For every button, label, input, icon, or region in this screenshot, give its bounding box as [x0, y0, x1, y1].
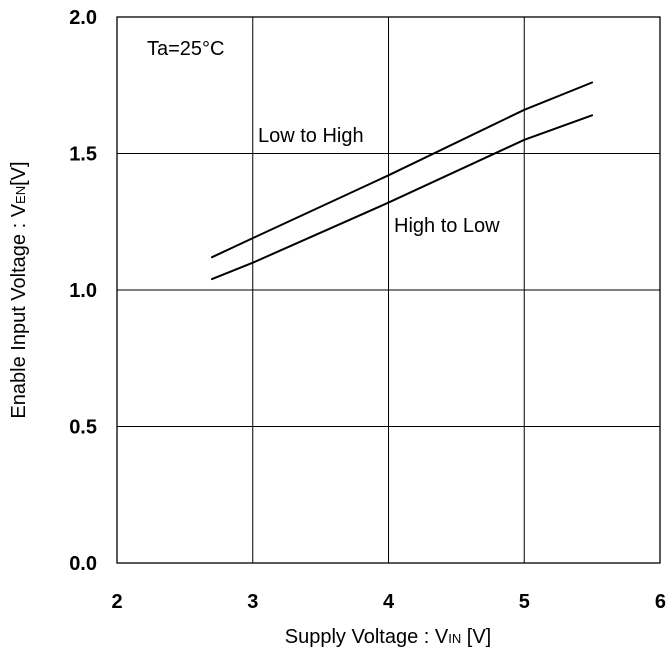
y-tick-label-3: 1.5 [69, 144, 97, 166]
y-tick-label-1: 0.5 [69, 417, 97, 439]
series-line-1 [211, 114, 594, 281]
y-axis-label: Enable Input Voltage : VEN[V] [8, 161, 30, 418]
y-tick-label-0: 0.0 [69, 553, 97, 575]
x-tick-label-0: 2 [111, 591, 122, 613]
x-tick-label-2: 4 [383, 591, 395, 613]
series-label-high-to-low: High to Low [394, 215, 500, 237]
series-line-0 [211, 81, 594, 259]
x-tick-label-3: 5 [519, 591, 530, 613]
x-tick-label-4: 6 [655, 591, 666, 613]
y-tick-label-2: 1.0 [69, 280, 97, 302]
y-tick-label-4: 2.0 [69, 7, 97, 29]
series-layer [211, 81, 594, 281]
series-label-low-to-high: Low to High [258, 125, 364, 147]
ticks: 0.0 0.5 1.0 1.5 2.0 2 3 4 5 6 [69, 7, 666, 613]
annotation-temperature: Ta=25°C [147, 38, 225, 60]
x-axis-label: Supply Voltage : VIN [V] [285, 626, 491, 648]
x-tick-label-1: 3 [247, 591, 258, 613]
grid [117, 17, 660, 563]
